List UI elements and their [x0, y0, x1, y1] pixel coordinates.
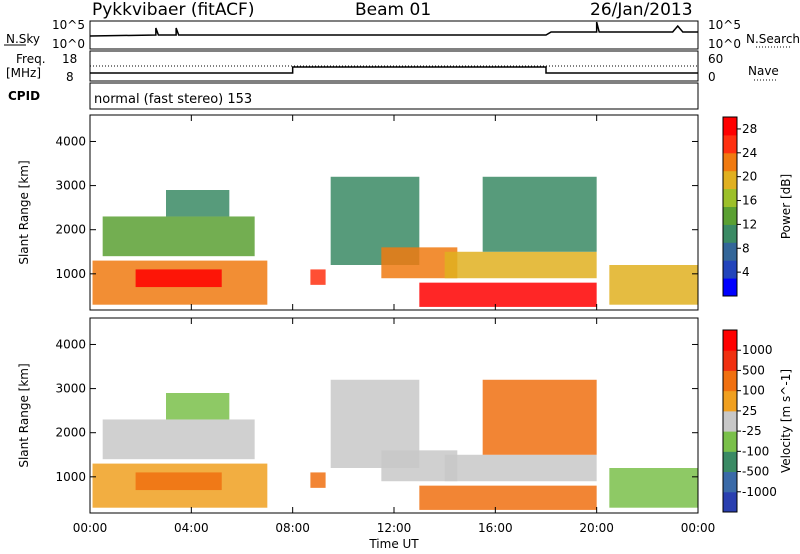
freq-label-line2: [MHz] — [6, 66, 42, 80]
colorbar-tick-label: -25 — [742, 424, 762, 438]
nsky-tick-bottom: 10^0 — [52, 37, 85, 51]
data-region-9 — [482, 379, 597, 455]
y-tick-label: 2000 — [55, 426, 86, 440]
data-region-8 — [444, 251, 597, 279]
colorbar-tick-label: -1000 — [742, 485, 777, 499]
cpid-label: CPID — [8, 89, 41, 103]
colorbar-tick-label: 8 — [742, 241, 750, 255]
nave-tick-bottom: 0 — [708, 70, 716, 84]
data-region-8 — [444, 454, 597, 482]
data-region-3 — [166, 190, 230, 217]
colorbar-tick-label: 12 — [742, 217, 757, 231]
colorbar-tick-label: -500 — [742, 465, 769, 479]
colorbar-cell-6 — [723, 370, 737, 392]
colorbar-cell-4 — [723, 206, 737, 225]
colorbar-cell-7 — [723, 350, 737, 371]
y-tick-label: 3000 — [55, 382, 86, 396]
nave-tick-top: 60 — [708, 52, 724, 66]
colorbar-tick-label: 16 — [742, 194, 757, 208]
colorbar-cell-4 — [723, 410, 737, 432]
colorbar-cell-7 — [723, 152, 737, 172]
nsky-strip-frame — [89, 20, 699, 50]
data-region-2 — [102, 419, 255, 460]
colorbar-tick-label: 20 — [742, 170, 757, 184]
colorbar-cell-8 — [723, 330, 737, 351]
nsky-label: N.Sky — [6, 32, 41, 46]
colorbar-cell-2 — [723, 242, 737, 261]
x-tick-label: 20:00 — [579, 521, 614, 535]
colorbar-frame — [722, 116, 738, 297]
colorbar-cell-0 — [723, 491, 737, 513]
nsky-tick-top: 10^5 — [52, 18, 85, 32]
y-axis-label: Slant Range [km] — [17, 160, 31, 264]
y-tick-label: 1000 — [55, 267, 86, 281]
freq-tick-bottom: 8 — [66, 70, 74, 84]
colorbar-tick-label: 100 — [742, 384, 765, 398]
y-tick-label: 1000 — [55, 470, 86, 484]
freq-tick-top: 18 — [62, 52, 78, 66]
header-station: Pykkvibaer (fitACF) — [92, 0, 255, 20]
data-region-4 — [310, 472, 326, 488]
colorbar-cell-1 — [723, 471, 737, 493]
data-region-2 — [102, 216, 255, 257]
data-region-7 — [419, 485, 597, 510]
freq-trace — [90, 66, 698, 74]
nsearch-label: N.Search — [746, 32, 800, 46]
y-tick-label: 3000 — [55, 179, 86, 193]
colorbar-cell-5 — [723, 390, 737, 412]
freq-label-line1: Freq. — [16, 52, 46, 66]
data-region-10 — [609, 265, 698, 305]
cpid-text: normal (fast stereo) 153 — [94, 92, 253, 107]
nsky-trace — [89, 21, 698, 37]
colorbar-tick-label: -100 — [742, 444, 769, 458]
colorbar-cell-6 — [723, 170, 737, 190]
colorbar-cell-3 — [723, 224, 737, 243]
colorbar-cell-0 — [723, 278, 737, 297]
data-region-1 — [135, 472, 222, 491]
y-tick-label: 4000 — [55, 134, 86, 148]
colorbar-cell-5 — [723, 188, 737, 207]
colorbar-tick-label: 4 — [742, 265, 750, 279]
colorbar-tick-label: 24 — [742, 146, 757, 160]
x-tick-label: 16:00 — [478, 521, 513, 535]
x-tick-label: 08:00 — [275, 521, 310, 535]
data-region-4 — [310, 269, 326, 285]
colorbar-cell-9 — [723, 117, 737, 136]
data-region-3 — [166, 393, 230, 420]
x-tick-label: 00:00 — [681, 521, 716, 535]
y-tick-label: 4000 — [55, 337, 86, 351]
colorbar-tick-label: 500 — [742, 363, 765, 377]
colorbar-label: Power [dB] — [779, 174, 793, 239]
data-region-9 — [482, 176, 597, 252]
colorbar-cell-3 — [723, 431, 737, 452]
nave-label: Nave — [748, 64, 779, 78]
colorbar-tick-label: 25 — [742, 404, 757, 418]
colorbar-frame — [722, 329, 738, 513]
colorbar-tick-label: 28 — [742, 122, 757, 136]
colorbar-cell-8 — [723, 134, 737, 154]
header-beam: Beam 01 — [355, 0, 432, 20]
data-region-1 — [135, 269, 222, 288]
colorbar-tick-label: 1000 — [742, 343, 773, 357]
data-region-10 — [609, 468, 698, 508]
header-date: 26/Jan/2013 — [590, 0, 693, 20]
colorbar-label: Velocity [m s^-1] — [779, 369, 793, 473]
nsearch-tick-top: 10^5 — [708, 18, 741, 32]
data-region-7 — [419, 282, 597, 307]
x-axis-label: Time UT — [368, 537, 419, 551]
colorbar-cell-2 — [723, 451, 737, 473]
colorbar-cell-1 — [723, 260, 737, 279]
x-tick-label: 12:00 — [377, 521, 412, 535]
cpid-strip-frame — [89, 82, 699, 110]
y-axis-label: Slant Range [km] — [17, 363, 31, 467]
nsearch-tick-bottom: 10^0 — [708, 37, 741, 51]
x-tick-label: 00:00 — [73, 521, 108, 535]
x-tick-label: 04:00 — [174, 521, 209, 535]
y-tick-label: 2000 — [55, 223, 86, 237]
